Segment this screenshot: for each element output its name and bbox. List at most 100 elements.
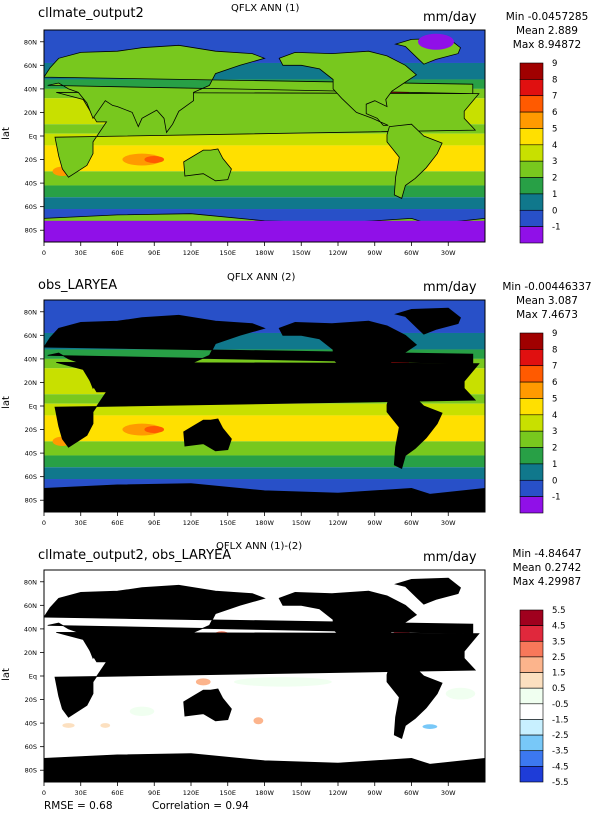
colorbar-label: 3 <box>552 157 557 167</box>
stat-mean: Mean 2.889 <box>515 25 578 37</box>
map-field <box>44 300 485 512</box>
x-tick-label: 150E <box>219 249 236 257</box>
y-tick-label: 80S <box>25 497 37 505</box>
field-blob <box>237 153 272 166</box>
y-tick-label: 40N <box>24 625 37 633</box>
diff-blob <box>129 706 155 717</box>
panel-stats: Min -0.00446337 Mean 3.087 Max 7.4673 <box>490 280 604 322</box>
y-tick-label: 20S <box>25 696 37 704</box>
x-tick-label: 90E <box>148 789 160 797</box>
colorbar-box <box>519 687 544 705</box>
colorbar-label: 2 <box>552 444 557 454</box>
colorbar-label: 7 <box>552 362 557 372</box>
map-field <box>44 30 485 242</box>
x-tick-label: 90E <box>148 519 160 527</box>
colorbar-box <box>519 447 544 465</box>
colorbar-box <box>519 79 544 97</box>
x-tick-label: 60W <box>404 519 419 527</box>
x-tick-label: 60E <box>111 519 123 527</box>
panel-case-name: cllmate_output2, obs_LARYEA <box>38 548 232 563</box>
x-tick-label: 150E <box>219 789 236 797</box>
land-mass <box>278 50 418 126</box>
colorbar-box <box>519 734 544 752</box>
x-tick-label: 90E <box>148 249 160 257</box>
land-mass <box>183 418 232 452</box>
colorbar-box <box>519 496 544 514</box>
field-band <box>44 441 485 456</box>
colorbar-box <box>519 766 544 783</box>
x-tick-label: 150W <box>292 519 311 527</box>
y-tick-label: 20S <box>25 156 37 164</box>
colorbar-box <box>519 144 544 162</box>
diff-blob <box>422 724 438 729</box>
colorbar-label: 5.5 <box>552 606 566 616</box>
colorbar-box <box>519 128 544 146</box>
field-blob <box>444 417 485 430</box>
x-tick-label: 30W <box>441 789 456 797</box>
y-tick-label: 80S <box>25 767 37 775</box>
colorbar-label: 0 <box>552 476 557 486</box>
colorbar-box <box>519 479 544 497</box>
x-tick-label: 150W <box>292 249 311 257</box>
panel-1: cllmate_output2 QFLX ANN (1) mm/day Min … <box>0 0 606 270</box>
field-band <box>44 467 485 480</box>
land-mass <box>44 44 474 134</box>
x-tick-label: 0 <box>42 789 46 797</box>
y-tick-label: 20N <box>24 649 37 657</box>
x-tick-label: 150E <box>219 519 236 527</box>
diff-blob <box>100 723 111 728</box>
x-tick-label: 30E <box>75 519 87 527</box>
y-tick-label: 40N <box>24 85 37 93</box>
y-tick-label: 20N <box>24 379 37 387</box>
y-tick-label: 20N <box>24 109 37 117</box>
colorbar-label: 3.5 <box>552 637 566 647</box>
colorbar-label: 2.5 <box>552 653 566 663</box>
colorbar-box <box>519 160 544 178</box>
y-tick-label: 60S <box>25 743 37 751</box>
colorbar-box <box>519 656 544 673</box>
x-tick-label: 30E <box>75 249 87 257</box>
stat-min: Min -0.0457285 <box>505 11 589 23</box>
x-tick-label: 120E <box>183 249 200 257</box>
colorbar-label: -2.5 <box>552 731 569 741</box>
colorbar-box <box>519 209 544 227</box>
x-tick-label: 120W <box>329 519 348 527</box>
colorbar-label: -4.5 <box>552 762 569 772</box>
stat-max: Max 4.29987 <box>512 576 582 588</box>
colorbar-box <box>519 703 544 720</box>
x-tick-label: 60W <box>404 249 419 257</box>
colorbar-box <box>519 640 544 658</box>
colorbar-box <box>519 349 544 367</box>
field-band <box>44 455 485 468</box>
map-plot: 0 30E 60E 90E 120E 150E 180W 150W 120W 90W 60W 30W 8… <box>24 29 560 257</box>
y-tick-label: 80S <box>25 227 37 235</box>
colorbar-label: 2 <box>552 174 557 184</box>
land-mass <box>44 584 474 674</box>
colorbar-label: 0.5 <box>552 684 566 694</box>
map-plot: 0 30E 60E 90E 120E 150E 180W 150W 120W 90W 60W 30W 8… <box>24 299 560 527</box>
greenland-region <box>418 33 454 50</box>
x-tick-label: 180W <box>255 249 274 257</box>
colorbar-label: 3 <box>552 427 557 437</box>
x-tick-label: 0 <box>42 519 46 527</box>
colorbar-label: 1.5 <box>552 669 566 679</box>
colorbar-box <box>519 463 544 481</box>
colorbar-box <box>519 609 544 626</box>
stat-max: Max 7.4673 <box>516 309 578 321</box>
stat-max: Max 8.94872 <box>512 39 582 51</box>
stat-mean: Mean 0.2742 <box>512 562 582 574</box>
x-tick-label: 90W <box>367 789 382 797</box>
panel-case-name: obs_LARYEA <box>38 278 118 293</box>
stat-min: Min -4.84647 <box>512 548 582 560</box>
x-tick-label: 30W <box>441 249 456 257</box>
x-tick-label: 150W <box>292 789 311 797</box>
colorbar-label: -1 <box>552 223 560 233</box>
panel-title: QFLX ANN (1) <box>231 3 300 14</box>
x-tick-label: 60E <box>111 789 123 797</box>
stat-mean: Mean 3.087 <box>515 295 578 307</box>
diff-blob <box>233 677 332 687</box>
colorbar-box <box>519 750 544 767</box>
colorbar-label: 5 <box>552 394 557 404</box>
field-blob <box>309 416 379 431</box>
correlation-text: Correlation = 0.94 <box>152 800 249 812</box>
